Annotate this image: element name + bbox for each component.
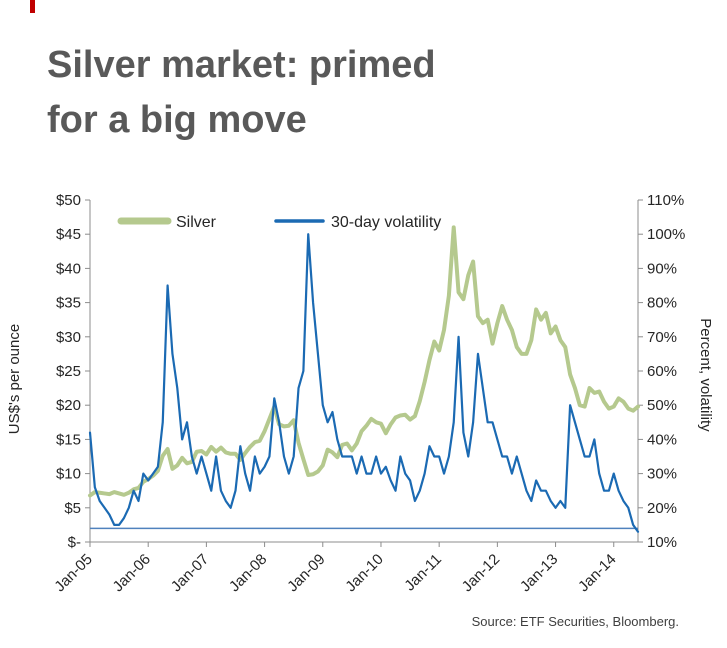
page-title-line2: for a big move	[47, 99, 307, 142]
svg-text:$20: $20	[56, 397, 81, 414]
svg-text:70%: 70%	[647, 329, 677, 346]
svg-text:100%: 100%	[647, 226, 685, 243]
svg-text:20%: 20%	[647, 500, 677, 517]
svg-text:$40: $40	[56, 260, 81, 277]
svg-text:$5: $5	[64, 500, 81, 517]
svg-text:110%: 110%	[647, 192, 684, 209]
svg-text:$15: $15	[56, 431, 81, 448]
svg-text:Jan-06: Jan-06	[110, 551, 154, 595]
svg-text:90%: 90%	[647, 260, 677, 277]
chart: US$'s per ounce $50 $45 $40 $35 $30 $25 $20 $15…	[0, 190, 727, 620]
svg-text:Jan-13: Jan-13	[517, 551, 561, 595]
svg-text:$35: $35	[56, 295, 81, 312]
svg-text:Jan-09: Jan-09	[284, 551, 328, 595]
svg-text:10%: 10%	[647, 534, 677, 551]
svg-text:Jan-11: Jan-11	[401, 551, 445, 595]
svg-text:30-day volatility: 30-day volatility	[331, 214, 441, 231]
svg-text:Jan-08: Jan-08	[226, 551, 270, 595]
page-title: Silver market: primed for a big move	[47, 38, 436, 148]
svg-text:$45: $45	[56, 226, 81, 243]
red-accent-mark	[30, 0, 35, 13]
svg-text:$30: $30	[56, 329, 81, 346]
svg-text:Jan-10: Jan-10	[342, 551, 386, 595]
svg-text:Jan-14: Jan-14	[575, 551, 619, 595]
svg-text:80%: 80%	[647, 295, 677, 312]
svg-text:$-: $-	[68, 534, 81, 551]
svg-text:Jan-05: Jan-05	[51, 551, 95, 595]
page-title-line1: Silver market: primed	[47, 44, 436, 86]
svg-text:40%: 40%	[647, 431, 677, 448]
svg-text:Jan-12: Jan-12	[459, 551, 503, 595]
svg-text:$50: $50	[56, 192, 81, 209]
left-axis-title: US$'s per ounce	[6, 323, 23, 435]
svg-text:$10: $10	[56, 466, 81, 483]
plot-svg: $50 $45 $40 $35 $30 $25 $20 $15 $10 $5 $- 110% 100% 9…	[51, 192, 685, 595]
svg-text:50%: 50%	[647, 397, 677, 414]
svg-text:Silver: Silver	[176, 214, 217, 231]
right-axis-title: Percent, volatility	[697, 318, 714, 432]
source-note: Source: ETF Securities, Bloomberg.	[471, 614, 679, 629]
svg-text:$25: $25	[56, 363, 81, 380]
svg-text:60%: 60%	[647, 363, 677, 380]
svg-text:Jan-07: Jan-07	[168, 551, 212, 595]
svg-text:30%: 30%	[647, 466, 677, 483]
